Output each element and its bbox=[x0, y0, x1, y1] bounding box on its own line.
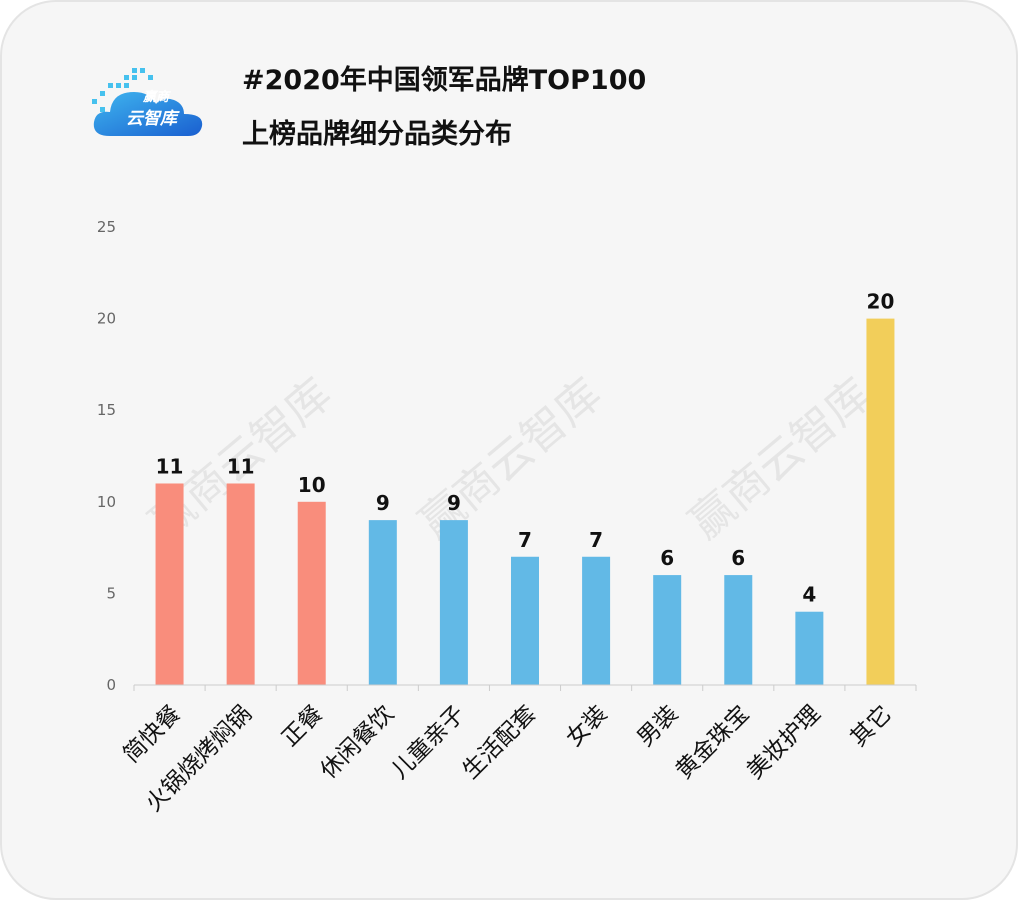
y-tick-label: 25 bbox=[97, 218, 116, 236]
y-tick-label: 20 bbox=[97, 310, 116, 328]
bar bbox=[866, 318, 895, 685]
y-tick-label: 10 bbox=[97, 493, 116, 511]
bar bbox=[653, 575, 682, 685]
logo-text-bottom: 云智库 bbox=[126, 109, 177, 129]
category-label: 正餐 bbox=[277, 701, 328, 752]
data-label: 9 bbox=[376, 491, 390, 515]
chart-title-line1: #2020年中国领军品牌TOP100 bbox=[242, 65, 647, 96]
data-label: 7 bbox=[589, 528, 603, 552]
category-label: 生活配套 bbox=[458, 701, 541, 784]
category-label: 儿童亲子 bbox=[387, 701, 470, 784]
category-label: 休闲餐饮 bbox=[316, 701, 399, 784]
chart-title-line2: 上榜品牌细分品类分布 bbox=[242, 119, 512, 150]
category-label: 女装 bbox=[561, 701, 612, 752]
y-axis: 0 5 10 15 20 25 bbox=[97, 218, 116, 694]
bars: 11 11 10 9 9 7 7 6 6 4 20 bbox=[155, 290, 895, 685]
data-label: 7 bbox=[518, 528, 532, 552]
bar bbox=[226, 483, 255, 685]
category-label: 简快餐 bbox=[119, 701, 186, 768]
bar bbox=[439, 520, 468, 685]
chart-title: #2020年中国领军品牌TOP100 上榜品牌细分品类分布 bbox=[242, 54, 646, 162]
data-label: 10 bbox=[298, 473, 326, 497]
data-label: 9 bbox=[447, 491, 461, 515]
bar bbox=[582, 556, 611, 685]
bar bbox=[795, 611, 824, 685]
data-label: 6 bbox=[660, 546, 674, 570]
watermark-text: 赢商云智库 bbox=[680, 369, 881, 549]
data-label: 20 bbox=[867, 290, 895, 314]
data-label: 11 bbox=[156, 454, 184, 478]
category-label: 其它 bbox=[846, 701, 897, 752]
category-label: 男装 bbox=[633, 701, 684, 752]
category-label: 黄金珠宝 bbox=[671, 701, 754, 784]
bar bbox=[297, 501, 326, 685]
bar bbox=[155, 483, 184, 685]
data-label: 11 bbox=[227, 454, 255, 478]
logo-text-top: 赢商 bbox=[143, 90, 170, 105]
bar bbox=[724, 575, 753, 685]
y-tick-label: 15 bbox=[97, 401, 116, 419]
bar bbox=[511, 556, 539, 685]
data-label: 4 bbox=[802, 583, 816, 607]
bar bbox=[368, 520, 397, 685]
logo-cloud-icon bbox=[92, 68, 203, 136]
data-label: 6 bbox=[731, 546, 745, 570]
y-tick-label: 5 bbox=[106, 584, 116, 602]
category-label: 美妆护理 bbox=[742, 701, 825, 784]
y-tick-label: 0 bbox=[106, 676, 116, 694]
